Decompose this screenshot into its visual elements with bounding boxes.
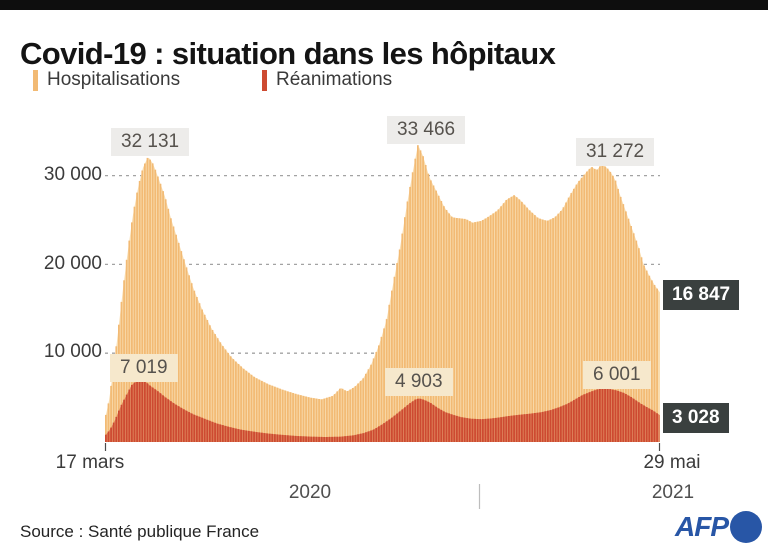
reanimations-swatch-icon: [262, 69, 267, 91]
peak-label-wave1-reanimations: 7 019: [110, 354, 178, 382]
legend-item-hospitalisations: Hospitalisations: [33, 69, 180, 91]
peak-label-wave2-hospitalisations: 33 466: [387, 116, 466, 144]
end-value-badge-reanimations: 3 028: [663, 403, 729, 433]
y-axis-tick-20000: 20 000: [43, 253, 102, 274]
x-axis-year-2020: 2020: [288, 482, 332, 503]
afp-logo: AFP: [675, 511, 762, 543]
x-axis-start-label: 17 mars: [55, 452, 125, 473]
x-axis-end-label: 29 mai: [643, 452, 701, 473]
peak-label-wave2-reanimations: 4 903: [385, 368, 453, 396]
source-credit: Source : Santé publique France: [20, 522, 260, 541]
x-axis-year-2021: 2021: [651, 482, 695, 503]
legend-label: Hospitalisations: [47, 69, 181, 90]
afp-logo-text: AFP: [675, 511, 729, 542]
afp-logo-dot-icon: [730, 511, 762, 543]
legend-item-reanimations: Réanimations: [262, 69, 392, 91]
peak-label-wave1-hospitalisations: 32 131: [111, 128, 190, 156]
peak-label-wave3-reanimations: 6 001: [583, 361, 651, 389]
end-value-badge-hospitalisations: 16 847: [663, 280, 740, 310]
y-axis-tick-30000: 30 000: [43, 164, 102, 185]
top-accent-bar: [0, 0, 768, 10]
legend-label: Réanimations: [276, 69, 393, 90]
y-axis-tick-10000: 10 000: [43, 341, 102, 362]
hospitalisations-swatch-icon: [33, 69, 38, 91]
page-title: Covid-19 : situation dans les hôpitaux: [20, 35, 556, 71]
peak-label-wave3-hospitalisations: 31 272: [576, 138, 655, 166]
